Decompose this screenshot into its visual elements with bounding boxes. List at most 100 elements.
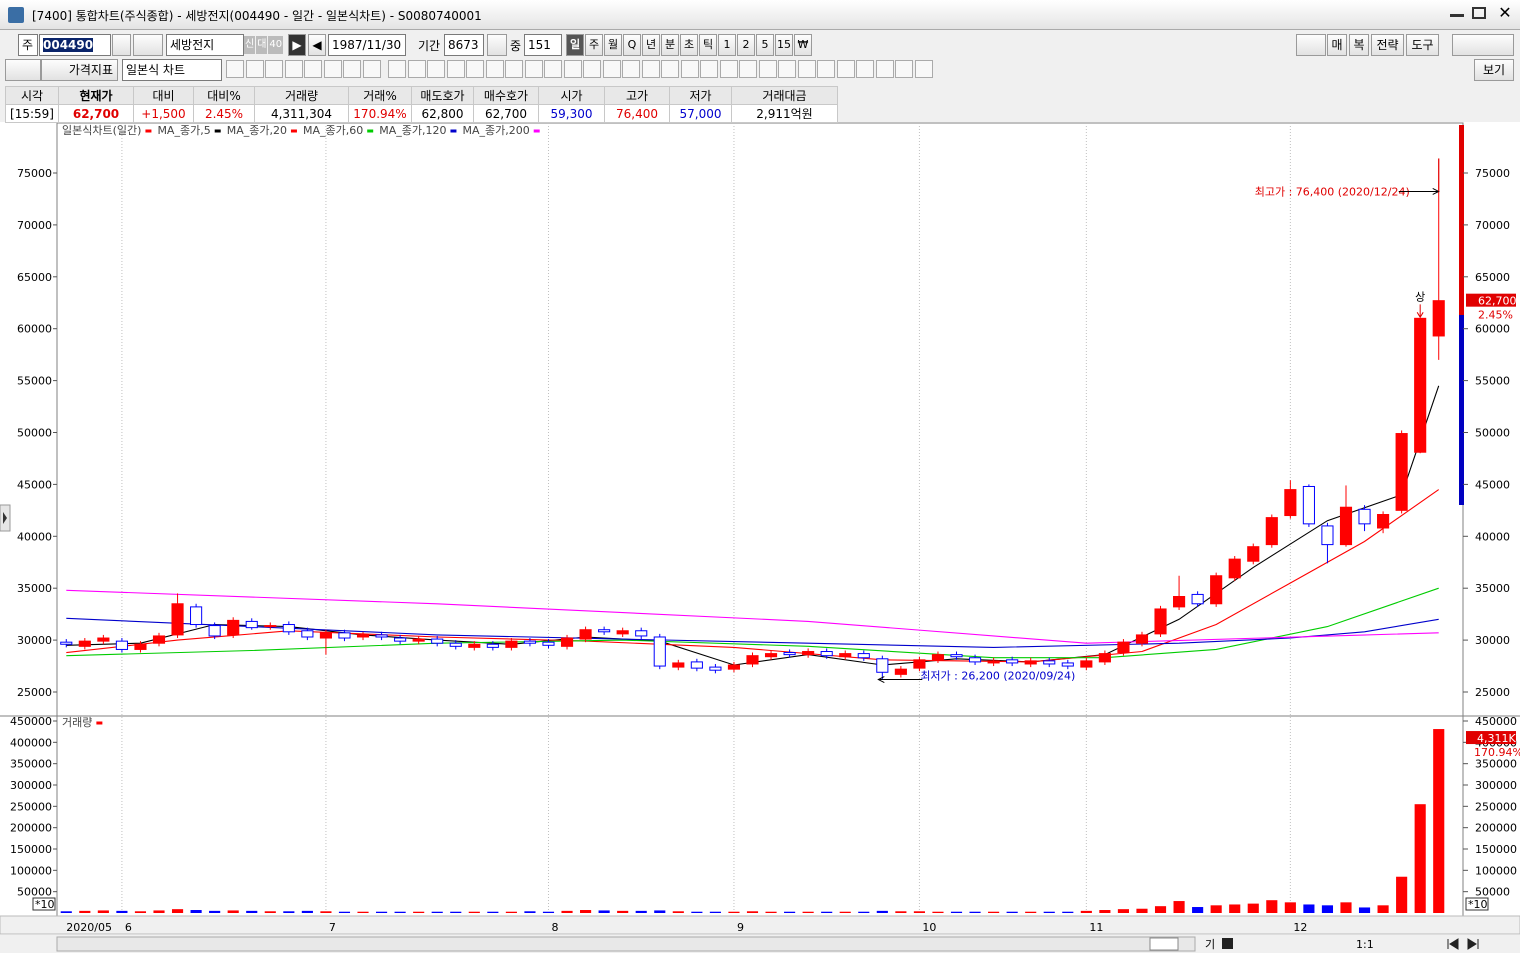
name-input[interactable]: 세방전지 — [166, 34, 244, 56]
tool-icon[interactable] — [719, 60, 738, 78]
tool-icon[interactable] — [778, 60, 796, 78]
interval-btn[interactable]: 월 — [604, 34, 622, 56]
tool-icon[interactable] — [641, 60, 660, 78]
tool-icon[interactable] — [362, 60, 381, 78]
right-btn[interactable]: 매 — [1327, 34, 1347, 56]
tool-icon[interactable] — [739, 60, 757, 78]
tool-icon[interactable] — [856, 60, 874, 78]
market-select[interactable]: 주 — [18, 34, 38, 56]
candle-body — [208, 625, 221, 637]
volume-bar — [1358, 907, 1371, 913]
tool-icon[interactable] — [226, 60, 244, 78]
y-tick-label: 75000 — [17, 167, 52, 180]
tool-icon[interactable] — [323, 60, 342, 78]
sort-btn[interactable] — [133, 34, 163, 56]
tool-icon[interactable] — [427, 60, 445, 78]
cloud-btn[interactable] — [1296, 34, 1326, 56]
tool-icon[interactable] — [544, 60, 562, 78]
maximize[interactable] — [1472, 7, 1486, 19]
interval-btn[interactable]: 분 — [661, 34, 679, 56]
right-btn[interactable]: 복 — [1349, 34, 1369, 56]
tool-icon[interactable] — [583, 60, 601, 78]
indicator-btn[interactable]: 가격지표 — [41, 59, 118, 81]
y-tick-label: 50000 — [17, 426, 52, 439]
tool-icon[interactable] — [343, 60, 361, 78]
tool-icon[interactable] — [836, 60, 855, 78]
btn-stop[interactable] — [1222, 938, 1233, 949]
table-header: 거래대금 — [731, 86, 838, 105]
interval-btn[interactable]: 5 — [756, 34, 774, 56]
minimize[interactable] — [1450, 14, 1464, 17]
tool-icon[interactable] — [466, 60, 484, 78]
tool-icon[interactable] — [602, 60, 621, 78]
low-arrow — [877, 676, 923, 683]
tool-icon[interactable] — [485, 60, 504, 78]
tool-icon[interactable] — [524, 60, 543, 78]
interval-btn[interactable]: 2 — [737, 34, 755, 56]
count-input[interactable]: 151 — [524, 34, 562, 56]
tool-icon[interactable] — [875, 60, 894, 78]
tool-icon[interactable] — [797, 60, 816, 78]
search-btn[interactable] — [112, 34, 131, 56]
volume-bar — [709, 911, 721, 913]
right-btn[interactable]: 도구 — [1406, 34, 1439, 56]
date-input[interactable]: 1987/11/30 — [328, 34, 406, 56]
interval-btn[interactable]: 초 — [680, 34, 698, 56]
tool-icon[interactable] — [914, 60, 933, 78]
interval-btn[interactable]: 주 — [585, 34, 603, 56]
candle-body — [876, 658, 889, 673]
close[interactable]: ✕ — [1498, 3, 1512, 22]
y-tick-label: 450000 — [10, 715, 52, 728]
scale-note-left: *10 — [35, 898, 55, 911]
prev-btn[interactable]: ◀ — [308, 34, 326, 56]
nav-buttons[interactable] — [1447, 938, 1479, 950]
candle-body — [1228, 558, 1241, 579]
table-header: 매수호가 — [473, 86, 539, 105]
period-input[interactable]: 8673 — [444, 34, 484, 56]
tool-icon[interactable] — [817, 60, 835, 78]
nav-arrows[interactable] — [5, 59, 41, 81]
scrollbar[interactable] — [56, 936, 1196, 952]
candle-body — [616, 630, 629, 635]
candle-body — [950, 654, 963, 658]
volume-bar — [1247, 903, 1259, 913]
chart-style-select[interactable]: 일본식 차트 — [122, 59, 222, 81]
scroll-thumb[interactable] — [1149, 937, 1179, 951]
tool-icon[interactable] — [661, 60, 679, 78]
volume-bar — [728, 911, 740, 913]
lock-btn[interactable] — [487, 34, 507, 56]
view-btn[interactable]: 보기 — [1474, 59, 1514, 81]
interval-btn[interactable]: 1 — [718, 34, 736, 56]
last-change: 2.45% — [1478, 309, 1513, 322]
next-btn[interactable]: ▶ — [288, 34, 306, 56]
tool-icon[interactable] — [680, 60, 699, 78]
zoom-ratio[interactable]: 1:1 — [1356, 938, 1374, 951]
tool-icon[interactable] — [304, 60, 322, 78]
interval-btn[interactable]: Q — [623, 34, 641, 56]
tool-icon[interactable] — [284, 60, 303, 78]
candle-body — [560, 637, 574, 647]
tool-icons[interactable] — [1452, 34, 1514, 56]
code-input[interactable]: 004490 — [39, 34, 111, 56]
interval-btn[interactable]: 년 — [642, 34, 660, 56]
zoom-mode[interactable]: 기 — [1205, 938, 1215, 951]
volume-bar — [542, 911, 555, 913]
tool-icon[interactable] — [895, 60, 913, 78]
right-btn[interactable]: 전략 — [1371, 34, 1404, 56]
y2-tick-label: 450000 — [1475, 715, 1517, 728]
tool-icon[interactable] — [446, 60, 465, 78]
tool-icon[interactable] — [622, 60, 640, 78]
interval-btn[interactable]: 틱 — [699, 34, 717, 56]
tool-icon[interactable] — [505, 60, 523, 78]
interval-btn[interactable]: 일 — [566, 34, 584, 56]
legend-label: MA_종가,60 — [303, 124, 363, 137]
tool-icon[interactable] — [407, 60, 426, 78]
tool-icon[interactable] — [245, 60, 264, 78]
tool-icon[interactable] — [700, 60, 718, 78]
tool-icon[interactable] — [758, 60, 777, 78]
interval-btn[interactable]: ₩ — [794, 34, 812, 56]
interval-btn[interactable]: 15 — [775, 34, 793, 56]
tool-icon[interactable] — [563, 60, 582, 78]
tool-icon[interactable] — [265, 60, 283, 78]
tool-icon[interactable] — [388, 60, 406, 78]
